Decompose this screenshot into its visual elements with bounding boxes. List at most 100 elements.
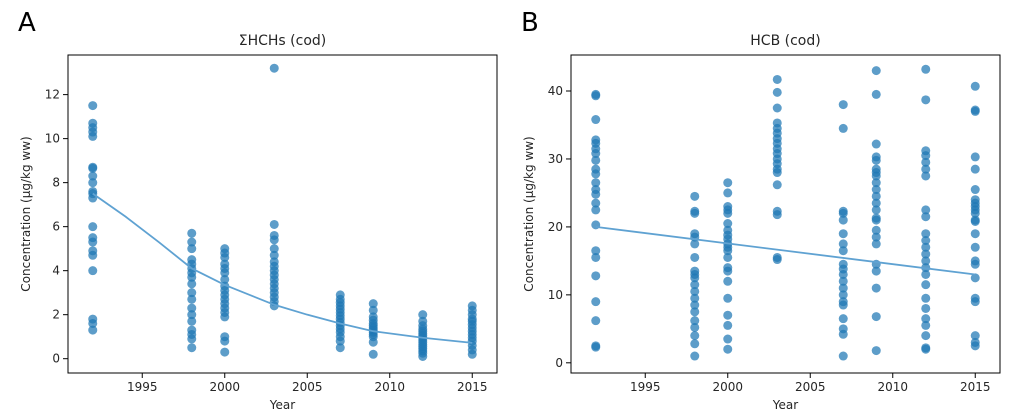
- data-point: [88, 131, 98, 141]
- data-point: [690, 273, 700, 283]
- data-point: [871, 225, 881, 235]
- data-point: [591, 246, 601, 256]
- data-point: [591, 115, 601, 125]
- y-tick-label: 10: [45, 132, 60, 146]
- data-point: [690, 331, 700, 341]
- data-point: [871, 178, 881, 188]
- plot-frame: [570, 54, 1001, 374]
- data-point: [871, 191, 881, 201]
- data-point: [838, 215, 848, 225]
- data-point: [970, 152, 980, 162]
- y-tick-label: 20: [548, 220, 563, 234]
- data-point: [591, 316, 601, 326]
- data-point: [591, 271, 601, 281]
- y-tick-label: 2: [52, 308, 60, 322]
- data-point: [187, 288, 197, 298]
- data-point: [187, 303, 197, 313]
- data-point: [921, 320, 931, 330]
- data-point: [970, 259, 980, 269]
- data-point: [690, 191, 700, 201]
- data-point: [591, 198, 601, 208]
- data-point: [187, 244, 197, 254]
- data-point: [838, 208, 848, 218]
- data-point: [723, 252, 733, 262]
- data-point: [591, 178, 601, 188]
- data-point: [772, 103, 782, 113]
- data-point: [970, 185, 980, 195]
- data-point: [871, 139, 881, 149]
- data-point: [772, 210, 782, 220]
- data-point: [838, 276, 848, 286]
- data-point: [871, 155, 881, 165]
- data-point: [838, 314, 848, 324]
- data-point: [921, 229, 931, 239]
- data-point: [723, 293, 733, 303]
- data-point: [921, 157, 931, 167]
- data-point: [88, 318, 98, 328]
- data-point: [220, 312, 230, 322]
- data-point: [723, 219, 733, 229]
- x-tick-label: 2005: [795, 380, 826, 394]
- y-axis-label: Concentration (µg/kg ww): [522, 136, 536, 291]
- y-tick-label: 40: [548, 84, 563, 98]
- data-point: [690, 280, 700, 290]
- data-point: [772, 74, 782, 84]
- data-point: [921, 331, 931, 341]
- data-point: [871, 266, 881, 276]
- data-point: [187, 294, 197, 304]
- data-point: [88, 101, 98, 111]
- data-point: [921, 269, 931, 279]
- data-point: [187, 272, 197, 282]
- x-tick-label: 2010: [877, 380, 908, 394]
- data-point: [269, 244, 279, 254]
- chart-title: ΣHCHs (cod): [239, 33, 327, 49]
- data-point: [838, 229, 848, 239]
- data-point: [970, 106, 980, 116]
- data-point: [921, 212, 931, 222]
- data-point: [921, 95, 931, 105]
- data-point: [838, 283, 848, 293]
- data-point: [970, 229, 980, 239]
- data-point: [690, 239, 700, 249]
- data-point: [368, 337, 378, 347]
- data-point: [871, 198, 881, 208]
- data-point: [921, 314, 931, 324]
- data-point: [970, 164, 980, 174]
- data-point: [368, 305, 378, 315]
- data-point: [591, 169, 601, 179]
- chart-panel-b: HCB (cod) 1995 2000 2005 2010 2015 0 10 20 30 40 Ye…: [522, 33, 1001, 412]
- data-point: [838, 290, 848, 300]
- data-point: [220, 274, 230, 284]
- data-point: [88, 266, 98, 276]
- x-axis-label: Year: [772, 398, 798, 412]
- data-point: [690, 307, 700, 317]
- data-point: [591, 155, 601, 165]
- data-point: [921, 293, 931, 303]
- data-point: [970, 297, 980, 307]
- x-tick-label: 2015: [457, 380, 488, 394]
- trend-line: [595, 226, 976, 276]
- data-point: [871, 283, 881, 293]
- y-tick-label: 12: [45, 88, 60, 102]
- data-point: [921, 151, 931, 161]
- data-point: [838, 100, 848, 110]
- data-point: [690, 208, 700, 218]
- x-tick-label: 2000: [209, 380, 240, 394]
- data-point: [921, 171, 931, 181]
- data-point: [690, 322, 700, 332]
- data-point: [723, 276, 733, 286]
- data-point: [88, 237, 98, 247]
- data-point: [368, 349, 378, 359]
- chart-panel-a: ΣHCHs (cod) 1995 2000 2005 2010 2015 0 2 4 6 8 10 12…: [19, 33, 498, 412]
- data-point: [88, 325, 98, 335]
- y-tick-label: 6: [52, 220, 60, 234]
- data-point: [772, 87, 782, 97]
- x-axis-label: Year: [269, 398, 295, 412]
- panel-letter-b: B: [521, 8, 539, 38]
- data-point: [970, 331, 980, 341]
- data-point: [88, 163, 98, 173]
- data-point: [723, 310, 733, 320]
- data-point: [88, 178, 98, 188]
- data-point: [467, 349, 477, 359]
- y-tick-label: 8: [52, 176, 60, 190]
